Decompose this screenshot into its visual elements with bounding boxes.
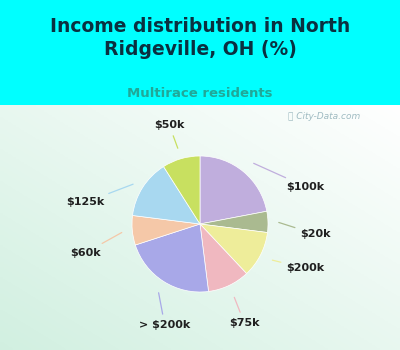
- Text: > $200k: > $200k: [139, 293, 190, 330]
- Text: $75k: $75k: [229, 298, 260, 328]
- Text: ⓘ City-Data.com: ⓘ City-Data.com: [288, 112, 360, 121]
- Text: $125k: $125k: [67, 184, 133, 207]
- Text: $50k: $50k: [154, 120, 184, 148]
- Wedge shape: [132, 216, 200, 245]
- Text: $200k: $200k: [272, 260, 324, 273]
- Wedge shape: [200, 211, 268, 232]
- Wedge shape: [200, 224, 246, 292]
- Wedge shape: [200, 224, 268, 274]
- Text: Multirace residents: Multirace residents: [127, 88, 273, 100]
- Text: $20k: $20k: [279, 223, 331, 239]
- Text: Income distribution in North
Ridgeville, OH (%): Income distribution in North Ridgeville,…: [50, 17, 350, 59]
- Wedge shape: [200, 156, 267, 224]
- Text: $100k: $100k: [254, 163, 324, 191]
- Wedge shape: [164, 156, 200, 224]
- Text: $60k: $60k: [70, 232, 122, 258]
- Wedge shape: [135, 224, 208, 292]
- Wedge shape: [132, 167, 200, 224]
